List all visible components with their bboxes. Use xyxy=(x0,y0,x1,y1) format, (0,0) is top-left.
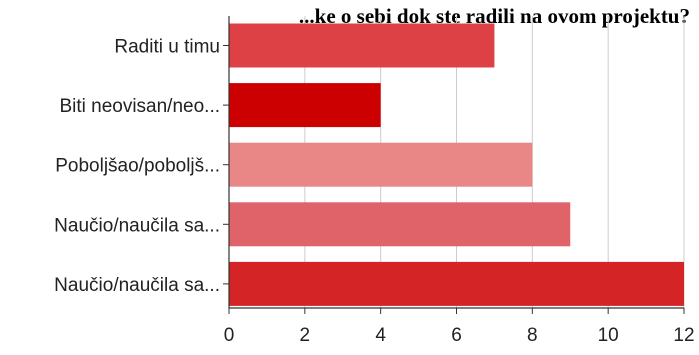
category-label: Biti neovisan/neo... xyxy=(59,96,220,117)
x-tick-labels: 0 2 4 6 8 10 12 xyxy=(224,325,695,346)
bar xyxy=(229,83,381,128)
category-label: Poboljšao/poboljš... xyxy=(55,156,220,177)
category-label: Naučio/naučila sa... xyxy=(54,215,220,236)
x-tick-label: 6 xyxy=(451,325,462,346)
category-label: Naučio/naučila sa... xyxy=(54,275,220,296)
category-labels: Raditi u timu Biti neovisan/neo... Poboljš… xyxy=(54,37,220,296)
bar xyxy=(229,142,533,187)
x-tick-label: 10 xyxy=(598,325,619,346)
x-tick-label: 4 xyxy=(375,325,386,346)
bar xyxy=(229,202,571,247)
bars xyxy=(229,23,684,306)
bar xyxy=(229,261,684,306)
category-label: Raditi u timu xyxy=(114,37,220,58)
x-tick-label: 2 xyxy=(300,325,311,346)
axes xyxy=(223,16,685,314)
x-tick-label: 12 xyxy=(673,325,694,346)
x-tick-label: 8 xyxy=(527,325,538,346)
x-tick-label: 0 xyxy=(224,325,235,346)
bar xyxy=(229,23,495,68)
